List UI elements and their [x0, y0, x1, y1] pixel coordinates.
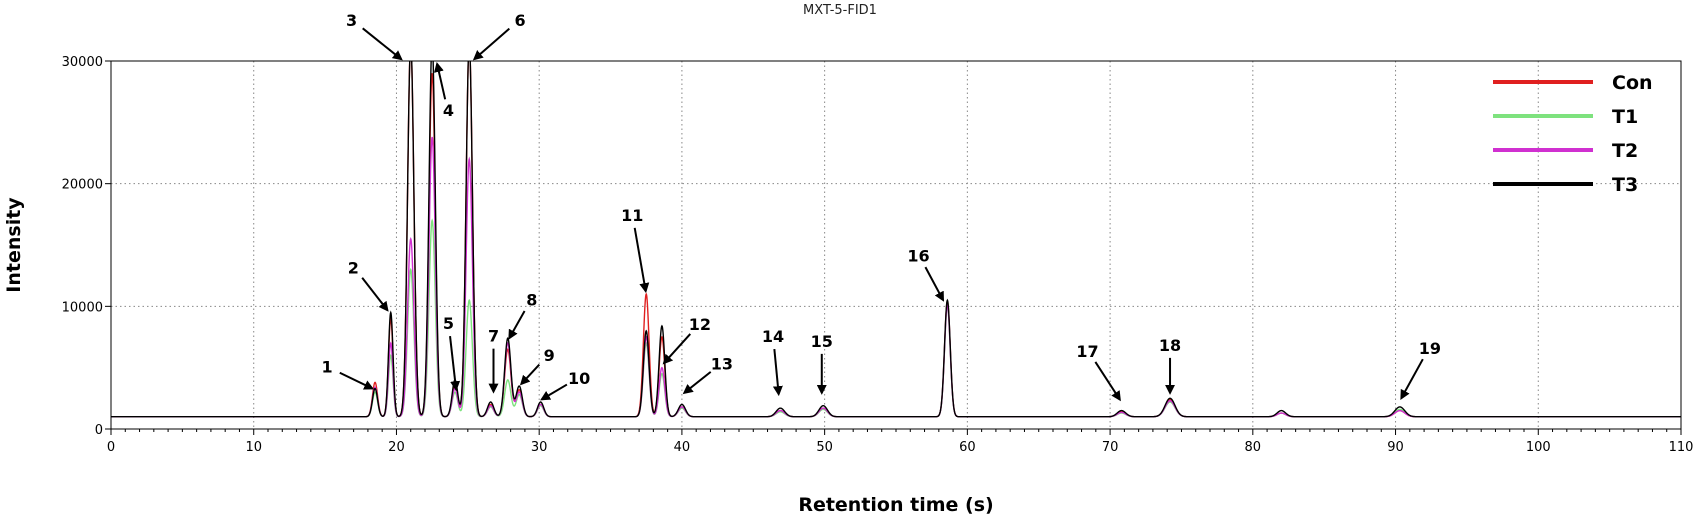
peak-label: 8: [526, 291, 537, 310]
peak-arrow: [449, 336, 461, 392]
peak-arrow: [519, 363, 541, 386]
peak-label: 1: [321, 358, 332, 377]
peak-label: 13: [711, 355, 733, 374]
legend-label: Con: [1612, 72, 1653, 94]
peak-label: 19: [1419, 339, 1441, 358]
peak-arrow: [472, 27, 511, 61]
peak-arrow: [772, 348, 783, 397]
y-axis-title: Intensity: [3, 197, 25, 293]
y-tick-label: 10000: [62, 300, 103, 315]
series-line-t3: [111, 61, 1681, 418]
peak-arrow: [924, 266, 944, 302]
x-tick-label: 40: [674, 440, 691, 455]
peak-label: 9: [544, 346, 555, 365]
x-tick-label: 80: [1245, 440, 1262, 455]
x-tick-label: 100: [1526, 440, 1551, 455]
y-tick-label: 20000: [62, 178, 103, 193]
x-tick-label: 90: [1387, 440, 1404, 455]
y-tick-label: 30000: [62, 55, 103, 70]
peak-label: 12: [689, 315, 711, 334]
plot-frame: [110, 60, 1682, 430]
series-layer: [111, 61, 1681, 418]
series-line-t2: [111, 136, 1681, 418]
peak-label: 5: [443, 314, 454, 333]
x-tick-label: 110: [1669, 440, 1694, 455]
peak-label: 14: [762, 327, 784, 346]
x-tick-label: 70: [1102, 440, 1119, 455]
grid-layer: [111, 61, 1681, 429]
peak-arrow: [633, 227, 650, 294]
peak-label: 7: [488, 327, 499, 346]
series-line-con: [111, 61, 1681, 418]
legend: Con T1 T2 T3: [1493, 72, 1653, 196]
y-tick-label: 0: [95, 423, 103, 438]
legend-label: T2: [1612, 140, 1638, 162]
peak-label: 3: [346, 11, 357, 30]
peak-label: 10: [568, 369, 590, 388]
peak-label: 18: [1159, 336, 1181, 355]
peak-label: 11: [621, 206, 643, 225]
peak-label: 17: [1076, 342, 1098, 361]
peak-arrow: [540, 383, 568, 401]
series-line-t1: [111, 218, 1681, 418]
legend-label: T1: [1612, 106, 1638, 128]
peak-label: 15: [811, 332, 833, 351]
peak-arrow: [1094, 361, 1121, 402]
peak-arrow: [434, 61, 447, 100]
x-tick-label: 30: [531, 440, 548, 455]
peak-arrow: [508, 310, 526, 340]
peak-arrow: [361, 277, 389, 312]
tick-layer: 0 10 20 30 40 50 60 70 80 90 100 110010000200003000…: [62, 55, 1694, 455]
x-tick-label: 60: [959, 440, 976, 455]
chart-title: MXT-5-FID1: [803, 3, 877, 18]
x-tick-label: 0: [107, 440, 115, 455]
peak-label: 2: [348, 258, 359, 277]
peak-arrow: [339, 371, 375, 390]
x-tick-label: 20: [388, 440, 405, 455]
x-axis-title: Retention time (s): [798, 494, 993, 516]
x-tick-label: 10: [245, 440, 262, 455]
legend-label: T3: [1612, 174, 1638, 196]
peak-label: 4: [443, 101, 454, 120]
peak-arrow: [662, 333, 692, 365]
peak-label: 16: [907, 247, 929, 266]
peak-arrow: [362, 27, 403, 61]
peak-arrow: [682, 371, 712, 395]
peak-label: 6: [515, 11, 526, 30]
peak-arrow: [1400, 358, 1424, 400]
x-tick-label: 50: [816, 440, 833, 455]
